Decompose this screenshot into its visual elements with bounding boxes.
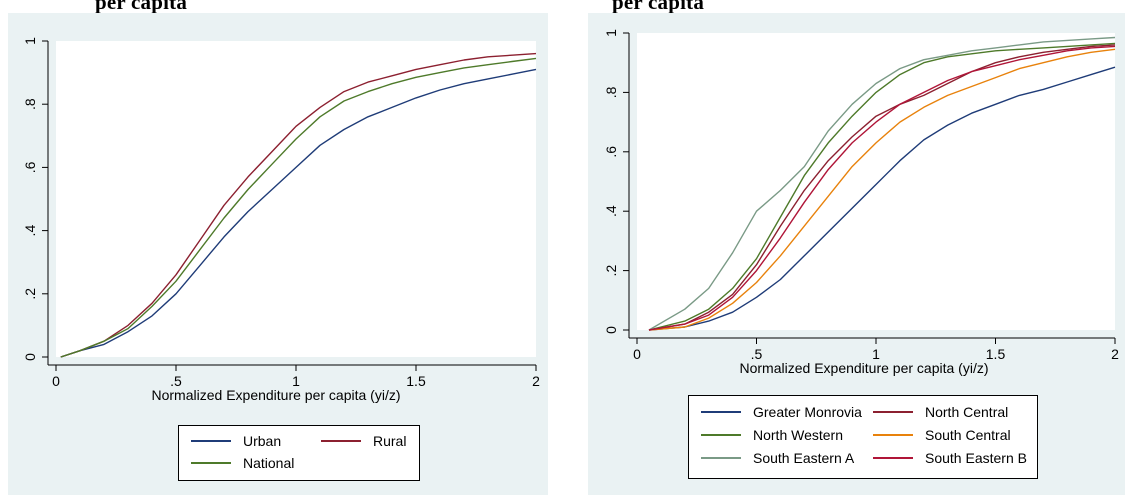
legend-item: North Western xyxy=(701,427,843,443)
chart-panel-right: 0.5 1 1.5 2 0.2.4.6.8 1 Normalized Expenditure… xyxy=(588,13,1125,495)
legend-item: South Eastern A xyxy=(701,450,854,466)
chart-0-y-tick-label: .6 xyxy=(22,161,38,173)
chart-1-series-line-0 xyxy=(648,66,1116,331)
legend-right: Greater Monrovia North Central North Weste… xyxy=(688,395,1038,479)
chart-1-x-axis-title: Normalized Expenditure per capita (yi/z) xyxy=(740,360,989,376)
chart-1-y-tick-label: .2 xyxy=(603,265,619,277)
legend-item: South Central xyxy=(873,427,1011,443)
chart-0-y-tick-label: .2 xyxy=(22,288,38,300)
chart-0-y-tick-label: 0 xyxy=(22,353,38,361)
legend-swatch xyxy=(701,411,741,413)
chart-1-series-line-4 xyxy=(648,36,1116,331)
legend-left: Urban Rural National xyxy=(178,425,420,481)
chart-1-series-line-5 xyxy=(648,45,1116,331)
legend-swatch xyxy=(701,457,741,459)
chart-1-series-line-3 xyxy=(648,48,1116,331)
chart-0-series-line-0 xyxy=(60,68,537,358)
chart-0-x-tick-label: 1 xyxy=(292,373,300,389)
chart-1-series-line-1 xyxy=(648,44,1116,331)
chart-1-y-tick-label: 0 xyxy=(603,326,619,334)
legend-swatch xyxy=(873,411,913,413)
chart-1-y-tick-label: .8 xyxy=(603,86,619,98)
chart-1-x-tick-label: 0 xyxy=(633,346,641,362)
chart-1-y-tick-label: .6 xyxy=(603,146,619,158)
chart-0-x-tick-label: .5 xyxy=(170,373,182,389)
legend-label: South Eastern B xyxy=(925,450,1027,466)
chart-panel-left: 0.5 1 1.5 2 0.2.4.6.8 1 Normalized Expenditure… xyxy=(8,13,548,495)
legend-item: South Eastern B xyxy=(873,450,1027,466)
legend-swatch xyxy=(873,457,913,459)
legend-label: Urban xyxy=(243,433,282,449)
legend-label: Greater Monrovia xyxy=(753,404,862,420)
legend-label: Rural xyxy=(373,433,407,449)
legend-label: North Central xyxy=(925,404,1009,420)
legend-label: North Western xyxy=(753,427,843,443)
chart-0-x-tick-label: 0 xyxy=(52,373,60,389)
chart-1-series-line-2 xyxy=(648,42,1116,331)
legend-swatch xyxy=(191,462,231,464)
legend-item: Greater Monrovia xyxy=(701,404,862,420)
legend-swatch xyxy=(191,440,231,442)
chart-1-x-tick-label: 1 xyxy=(872,346,880,362)
legend-item: Rural xyxy=(321,433,406,449)
chart-0-y-tick-label: 1 xyxy=(22,37,38,45)
legend-item: Urban xyxy=(191,433,281,449)
legend-swatch xyxy=(321,440,361,442)
chart-0-x-tick-label: 2 xyxy=(532,373,540,389)
legend-item: National xyxy=(191,455,294,471)
legend-swatch xyxy=(701,434,741,436)
chart-1-plot-area xyxy=(637,33,1115,330)
chart-1-x-tick-label: .5 xyxy=(751,346,763,362)
legend-item: North Central xyxy=(873,404,1008,420)
chart-0-series-line-1 xyxy=(60,52,537,358)
chart-1-y-tick-label: 1 xyxy=(603,29,619,37)
chart-0-y-tick-label: .8 xyxy=(22,98,38,110)
caption-right-fragment: per capita xyxy=(612,0,705,14)
legend-swatch xyxy=(873,434,913,436)
chart-0-x-axis-title: Normalized Expenditure per capita (yi/z) xyxy=(152,387,401,403)
chart-1-x-tick-label: 1.5 xyxy=(986,346,1006,362)
legend-label: National xyxy=(243,455,295,471)
chart-0-y-tick-label: .4 xyxy=(22,225,38,237)
legend-label: South Eastern A xyxy=(753,450,855,466)
caption-left-fragment: per capita xyxy=(95,0,188,14)
chart-1-x-tick-label: 2 xyxy=(1111,346,1119,362)
chart-0-x-tick-label: 1.5 xyxy=(406,373,426,389)
chart-0-series-line-2 xyxy=(60,57,537,358)
legend-label: South Central xyxy=(925,427,1011,443)
chart-1-y-tick-label: .4 xyxy=(603,205,619,217)
chart-0-plot-area xyxy=(56,41,536,357)
